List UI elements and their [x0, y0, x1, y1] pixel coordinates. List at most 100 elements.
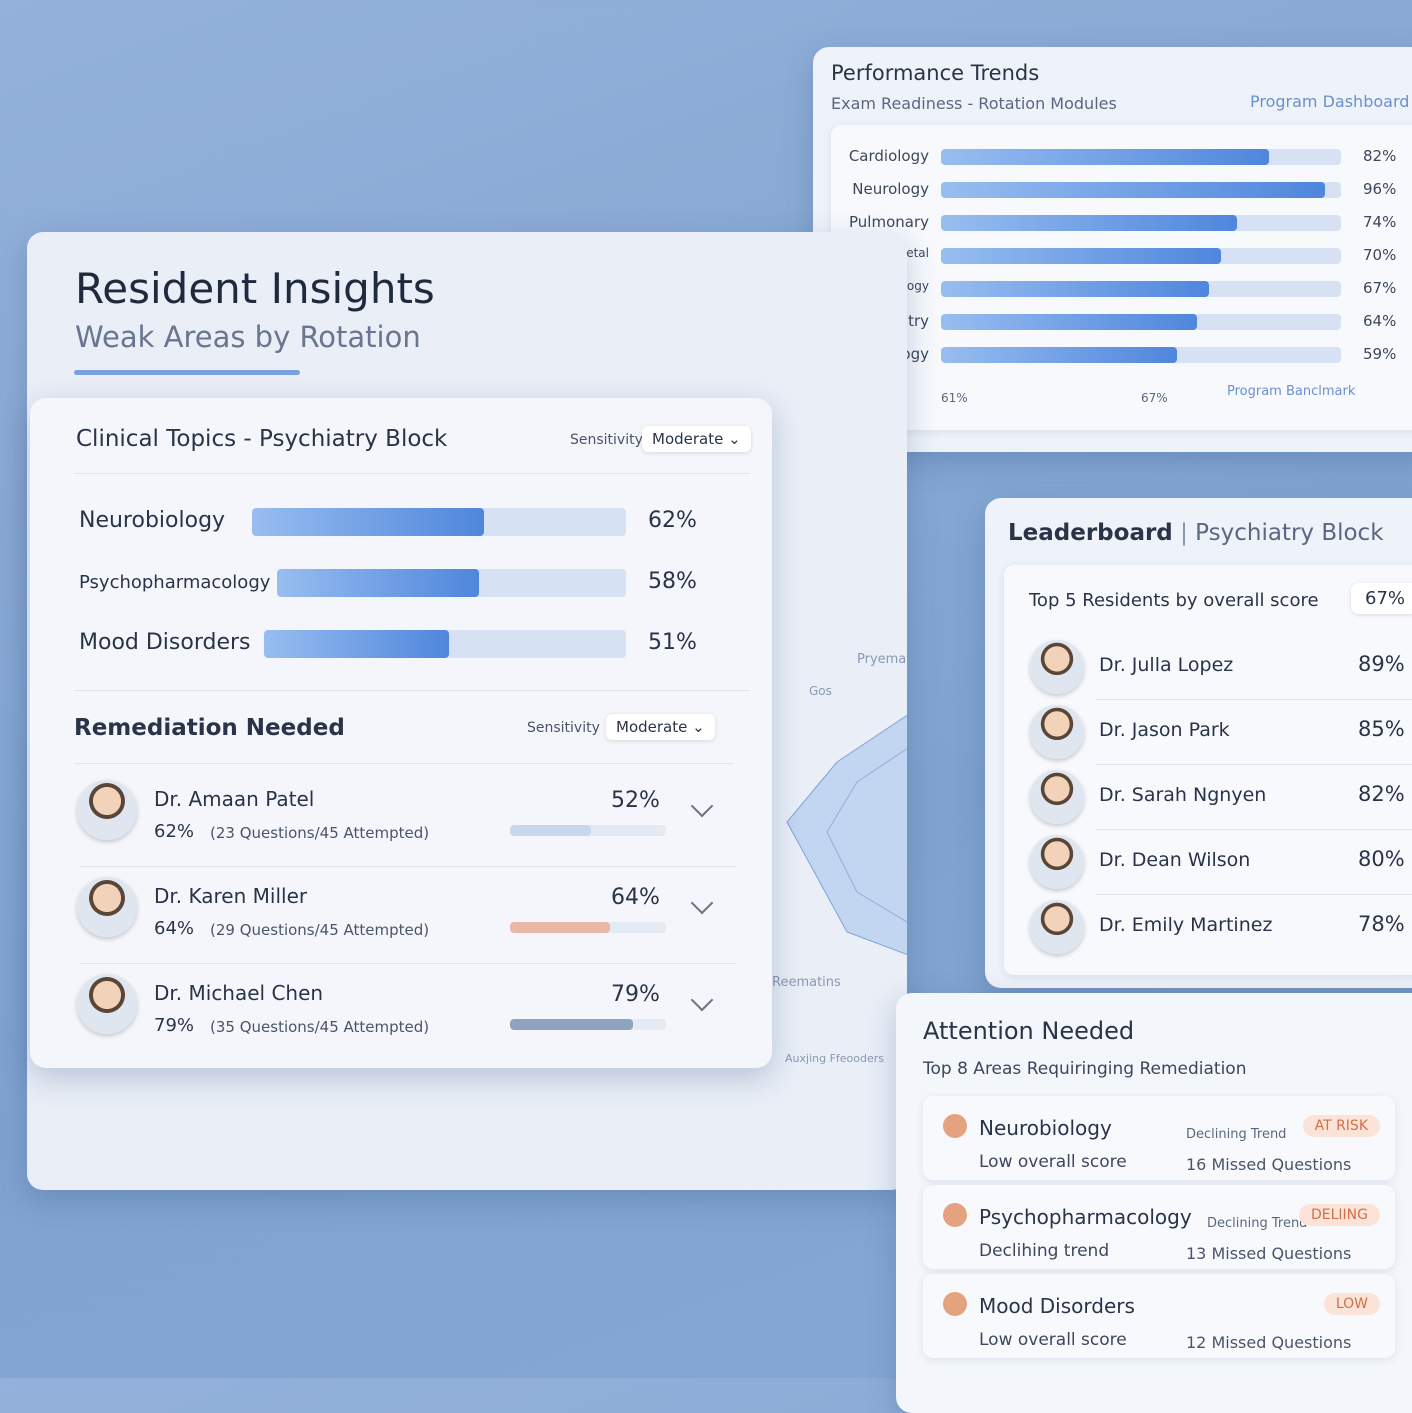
item-note: Declihing trend	[979, 1241, 1110, 1261]
leaderboard-panel: Top 5 Residents by overall score 67% Dr.…	[1004, 565, 1412, 975]
radar-inner	[826, 748, 907, 923]
avatar	[77, 780, 137, 840]
divider	[74, 473, 750, 474]
bar	[941, 347, 1177, 363]
row-value: 74%	[1363, 213, 1397, 231]
leader-name: Dr. Julla Lopez	[1099, 654, 1234, 676]
leader-name: Dr. Jason Park	[1099, 719, 1230, 741]
score-bar	[510, 825, 592, 836]
leader-name: Dr. Emily Martinez	[1099, 914, 1273, 936]
avatar	[1030, 640, 1084, 694]
divider	[80, 866, 736, 867]
radar-shape	[786, 714, 907, 956]
score-track	[510, 922, 666, 933]
row-value: 59%	[1363, 345, 1397, 363]
attention-subtitle: Top 8 Areas Requiringing Remediation	[923, 1059, 1247, 1079]
row-value: 64%	[1363, 312, 1397, 330]
bar	[941, 248, 1221, 264]
avatar	[1030, 770, 1084, 824]
resident-detail: (29 Questions/45 Attempted)	[210, 921, 430, 939]
item-missed: 13 Missed Questions	[1186, 1244, 1352, 1263]
leader-score: 85%	[1358, 717, 1405, 741]
topic-value: 62%	[648, 508, 697, 533]
divider	[80, 963, 736, 964]
bar	[941, 314, 1197, 330]
row-label: Pulmonary	[849, 213, 929, 231]
status-dot	[943, 1114, 967, 1138]
bar	[941, 182, 1325, 198]
bar	[941, 149, 1269, 165]
resident-name: Dr. Michael Chen	[154, 981, 324, 1005]
item-missed: 12 Missed Questions	[1186, 1333, 1352, 1352]
topic-track	[252, 508, 626, 536]
topic-bar	[264, 630, 449, 658]
avatar	[1030, 900, 1084, 954]
leader-score: 82%	[1358, 782, 1405, 806]
performance-title: Performance Trends	[831, 61, 1040, 85]
resident-name: Dr. Karen Miller	[154, 884, 308, 908]
topic-value: 58%	[648, 569, 697, 594]
topic-bar	[277, 569, 480, 597]
bar-track	[941, 281, 1341, 297]
insights-subtitle: Weak Areas by Rotation	[75, 320, 421, 354]
resident-score: 64%	[611, 885, 660, 910]
sensitivity-value: Moderate	[616, 718, 688, 736]
leader-name: Dr. Sarah Ngnyen	[1099, 784, 1267, 806]
expand-chevron[interactable]	[690, 988, 714, 1012]
attention-title: Attention Needed	[923, 1017, 1135, 1045]
item-tag: LOW	[1323, 1293, 1380, 1315]
leaderboard-subtitle: Psychiatry Block	[1195, 520, 1384, 546]
clinical-card: Clinical Topics - Psychiatry Block Sensi…	[30, 398, 772, 1068]
topic-bar	[252, 508, 484, 536]
resident-detail: (23 Questions/45 Attempted)	[210, 824, 430, 842]
bar-track	[941, 182, 1341, 198]
sensitivity-select[interactable]: Moderate ⌄	[606, 714, 715, 740]
resident-pct: 62%	[154, 821, 195, 842]
bar-track	[941, 347, 1341, 363]
row-value: 96%	[1363, 180, 1397, 198]
bar-track	[941, 248, 1341, 264]
resident-name: Dr. Amaan Patel	[154, 787, 315, 811]
item-note: Low overall score	[979, 1152, 1127, 1172]
expand-chevron[interactable]	[690, 794, 714, 818]
topic-value: 51%	[648, 630, 697, 655]
bar-track	[941, 149, 1341, 165]
score-bar	[510, 922, 610, 933]
item-name: Psychopharmacology	[979, 1205, 1192, 1229]
sensitivity-select[interactable]: Moderate ⌄	[642, 426, 751, 452]
expand-chevron[interactable]	[690, 891, 714, 915]
divider	[74, 763, 734, 764]
topic-label: Mood Disorders	[79, 630, 251, 655]
radar-chart	[786, 714, 907, 956]
sensitivity-label: Sensitivity	[570, 432, 643, 448]
score-bar	[510, 1019, 634, 1030]
resident-detail: (35 Questions/45 Attempted)	[210, 1018, 430, 1036]
topic-label: Neurobiology	[79, 508, 226, 533]
row-value: 67%	[1363, 279, 1397, 297]
item-note: Low overall score	[979, 1330, 1127, 1350]
sensitivity-label: Sensitivity	[527, 720, 600, 736]
topic-track	[277, 569, 626, 597]
row-value: 82%	[1363, 147, 1397, 165]
radar-label: Gos	[809, 684, 832, 698]
avatar	[1030, 835, 1084, 889]
dashboard-link[interactable]: Program Dashboard	[1250, 92, 1410, 111]
topic-track	[264, 630, 626, 658]
leader-score: 78%	[1358, 912, 1405, 936]
leaderboard-heading: Leaderboard | Psychiatry Block	[1008, 520, 1384, 546]
radar-label: Auxjing Ffeooders	[785, 1052, 884, 1065]
leaderboard-title: Leaderboard	[1008, 520, 1173, 546]
status-dot	[943, 1203, 967, 1227]
avatar	[1030, 705, 1084, 759]
radar-label: Pryematine	[857, 652, 907, 667]
divider	[1096, 894, 1412, 895]
avatar	[77, 877, 137, 937]
row-label: Neurology	[852, 180, 929, 198]
sensitivity-value: Moderate	[652, 430, 724, 448]
item-missed: 16 Missed Questions	[1186, 1155, 1352, 1174]
leaderboard-caption: Top 5 Residents by overall score	[1029, 590, 1319, 611]
item-tag: AT RISK	[1302, 1115, 1380, 1137]
bar-track	[941, 314, 1341, 330]
item-trend: Declining Trend	[1186, 1127, 1287, 1142]
